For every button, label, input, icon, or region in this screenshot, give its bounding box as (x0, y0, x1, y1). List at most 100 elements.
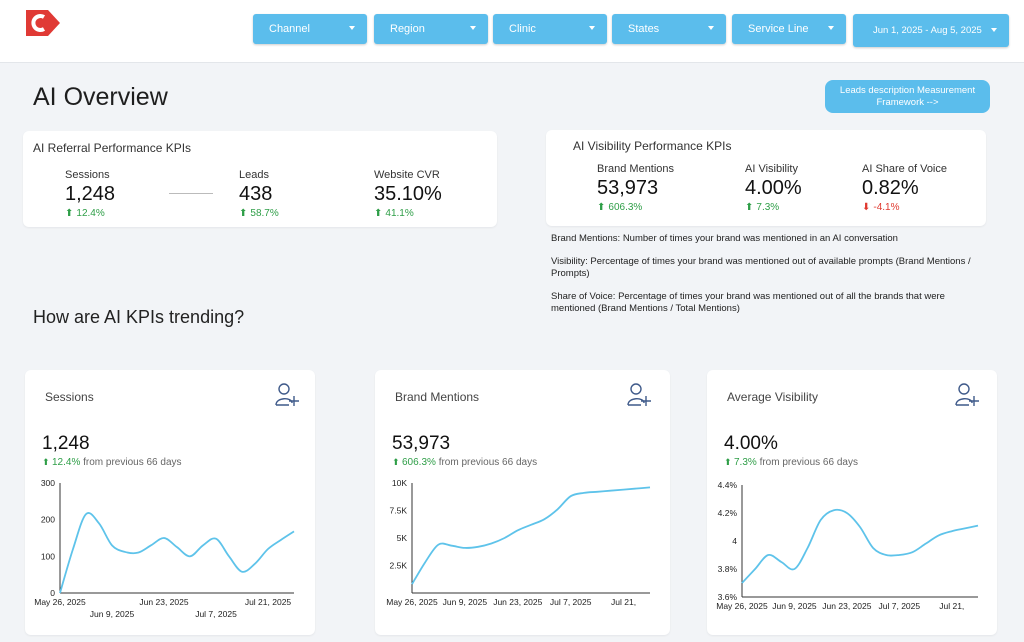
kpi-label: Website CVR (374, 169, 440, 181)
line-series (59, 512, 295, 594)
kpi-label: AI Visibility (745, 163, 798, 175)
add-user-icon[interactable] (275, 383, 299, 406)
chart-title: Brand Mentions (395, 390, 479, 404)
change-value: 58.7% (250, 208, 279, 219)
dropdown-caret (708, 26, 714, 30)
dropdown-caret (589, 26, 595, 30)
kpi-label: AI Share of Voice (862, 163, 947, 175)
y-tick-label: 3.8% (718, 564, 738, 574)
chart-title: Average Visibility (727, 390, 818, 404)
logo[interactable] (22, 8, 62, 38)
chart-value: 4.00% (724, 433, 778, 454)
x-tick-label: Jul 21, 2025 (245, 597, 292, 607)
dropdown-caret (470, 26, 476, 30)
kpi-label: Leads (239, 169, 269, 181)
x-tick-label: Jun 9, 2025 (772, 601, 817, 611)
card-title: AI Visibility Performance KPIs (573, 139, 732, 153)
kpi-change: ⬆ 41.1% (374, 208, 442, 219)
filter-dropdown[interactable]: Clinic (493, 14, 607, 44)
icon-part (289, 396, 299, 406)
x-tick-label: Jul 7, 2025 (195, 609, 237, 619)
filter-dropdown[interactable]: Channel (253, 14, 367, 44)
x-tick-label: Jun 9, 2025 (90, 609, 135, 619)
referral-card: AI Referral Performance KPIs Sessions 1,2… (23, 131, 497, 227)
icon-part (275, 398, 293, 406)
framework-button[interactable]: Leads description Measurement Framework … (825, 80, 990, 113)
y-tick-label: 0 (50, 588, 55, 598)
x-tick-label: May 26, 2025 (34, 597, 86, 607)
icon-part (958, 383, 970, 395)
change-note: from previous 66 days (83, 457, 181, 468)
icon-part (630, 383, 642, 395)
kpi: AI Visibility 4.00% ⬆ 7.3% (745, 163, 802, 213)
x-tick-label: Jun 23, 2025 (493, 597, 542, 607)
x-tick-label: May 26, 2025 (386, 597, 438, 607)
definition: Share of Voice: Percentage of times your… (551, 291, 945, 314)
kpi-label: Brand Mentions (597, 163, 675, 175)
x-tick-label: Jun 9, 2025 (443, 597, 488, 607)
x-tick-label: Jun 23, 2025 (139, 597, 188, 607)
change-value: 606.3% (608, 202, 643, 213)
change-arrow: ⬆ (597, 202, 606, 213)
kpi-value: 53,973 (597, 177, 659, 199)
kpi-label: Sessions (65, 169, 110, 181)
kpi-change: ⬆ 7.3% (745, 202, 802, 213)
kpi: Sessions 1,248 ⬆ 12.4% (65, 169, 115, 219)
change-note: from previous 66 days (439, 457, 537, 468)
kpi-change: ⬆ 606.3% (597, 202, 674, 213)
kpi-change: ⬆ 12.4% (65, 208, 115, 219)
y-tick-label: 5K (397, 533, 408, 543)
date-range-picker[interactable]: Jun 1, 2025 - Aug 5, 2025 (853, 14, 1009, 47)
filter-dropdown[interactable]: Region (374, 14, 488, 44)
x-tick-label: Jul 21, (939, 601, 964, 611)
kpi: Website CVR 35.10% ⬆ 41.1% (374, 169, 442, 219)
dropdown-caret (991, 28, 997, 32)
kpi-value: 1,248 (65, 183, 116, 205)
line-series (411, 486, 651, 585)
y-tick-label: 4 (732, 536, 737, 546)
change-value: 7.3% (734, 457, 757, 468)
kpi: Brand Mentions 53,973 ⬆ 606.3% (597, 163, 674, 213)
section-title: How are AI KPIs trending? (33, 307, 245, 327)
card-title: AI Referral Performance KPIs (33, 141, 192, 155)
y-tick-label: 4.2% (718, 508, 738, 518)
change-value: 7.3% (756, 202, 780, 213)
change-arrow: ⬆ (65, 208, 74, 219)
y-tick-label: 3.6% (718, 592, 738, 602)
kpi-value: 35.10% (374, 183, 442, 205)
filter-dropdown[interactable]: States (612, 14, 726, 44)
y-tick-label: 2.5K (390, 561, 408, 571)
chart-card (375, 370, 670, 635)
y-tick-label: 10K (392, 478, 407, 488)
change-value: 41.1% (385, 208, 414, 219)
kpi-change: ⬆ 58.7% (239, 208, 279, 219)
add-user-icon[interactable] (627, 383, 651, 406)
x-tick-label: Jul 21, (611, 597, 636, 607)
icon-part (627, 398, 645, 406)
chart-change: 7.3% from previous 66 days (734, 457, 858, 468)
x-tick-label: May 26, 2025 (716, 601, 768, 611)
y-tick-label: 4.4% (718, 480, 738, 490)
chart-change: 606.3% from previous 66 days (402, 457, 537, 468)
chart-change: 12.4% from previous 66 days (52, 457, 182, 468)
kpi-value: 0.82% (862, 177, 919, 199)
definition: Visibility: Percentage of times your bra… (551, 256, 971, 279)
add-user-icon[interactable] (955, 383, 979, 406)
definition: Brand Mentions: Number of times your bra… (551, 233, 898, 244)
icon-part (278, 383, 290, 395)
change-arrow: ⬆ (239, 208, 248, 219)
kpi: AI Share of Voice 0.82% ⬇ -4.1% (862, 163, 947, 213)
chart-card (707, 370, 997, 635)
change-arrow: ⬆ (374, 208, 383, 219)
chart-title: Sessions (45, 390, 94, 404)
arrow-line (169, 193, 213, 194)
chart-value: 53,973 (392, 433, 450, 454)
filter-dropdown[interactable]: Service Line (732, 14, 846, 44)
change-arrow: ⬆ (42, 457, 50, 467)
chart-card (25, 370, 315, 635)
kpi-change: ⬇ -4.1% (862, 202, 947, 213)
icon-part (955, 398, 973, 406)
kpi: Leads 438 ⬆ 58.7% (239, 169, 279, 219)
